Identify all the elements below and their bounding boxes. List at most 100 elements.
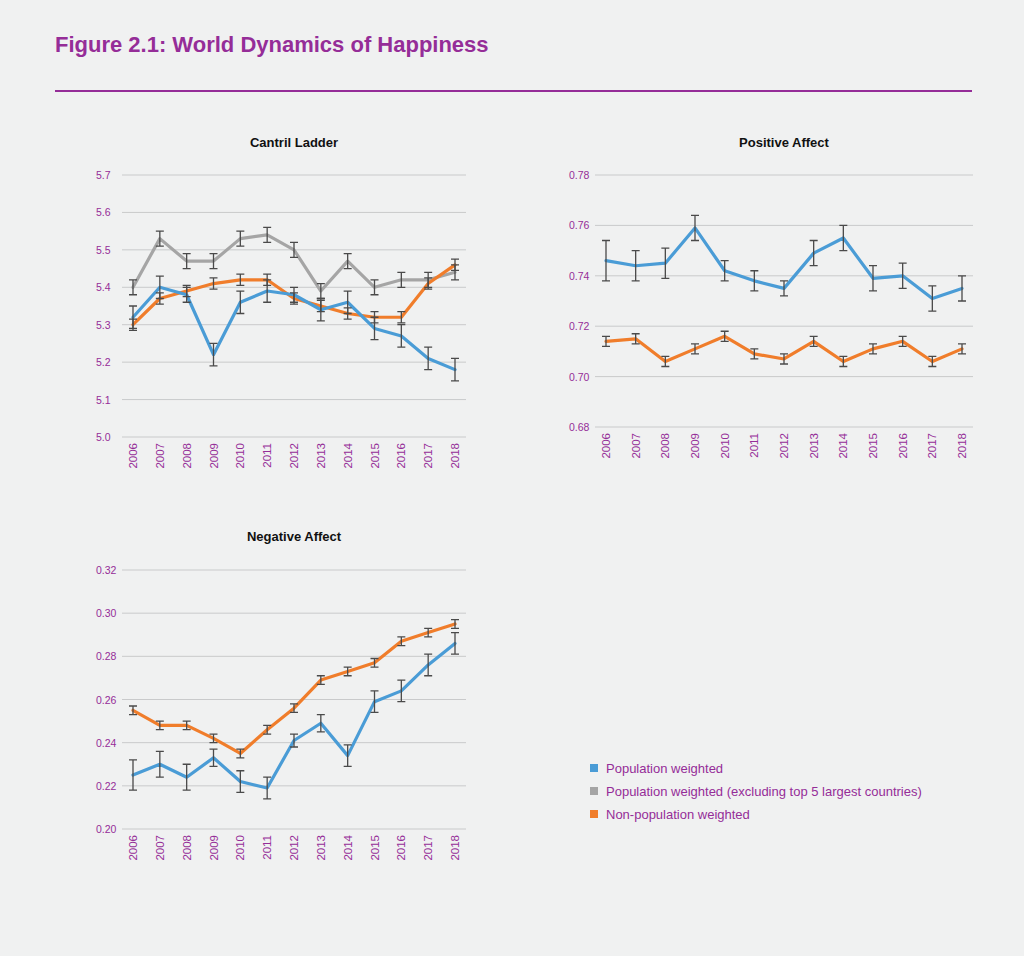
legend-label: Non-population weighted [606,807,750,822]
grid-line [122,785,466,786]
x-tick-label: 2006 [127,835,139,861]
error-bar [344,291,352,313]
error-bar [263,280,271,302]
error-bar [750,271,758,291]
grid-line [122,570,466,571]
y-tick-label: 5.3 [96,319,111,331]
error-bar [780,354,788,364]
y-tick-label: 5.1 [96,394,111,406]
error-bar [424,278,432,289]
error-bar [263,725,271,734]
error-bar [928,286,936,311]
error-bar [397,272,405,287]
grid-line [122,437,466,438]
x-tick-label: 2013 [808,433,820,459]
error-bar [129,280,137,295]
error-bar [344,667,352,676]
error-bar [899,263,907,288]
x-tick-label: 2013 [315,835,327,861]
y-tick-label: 0.70 [569,371,590,383]
error-bar [290,287,298,302]
error-bar [344,254,352,269]
error-bar [210,749,218,766]
error-bar [810,336,818,346]
x-tick-label: 2014 [342,442,354,468]
error-bar [397,680,405,702]
y-tick-label: 0.24 [96,737,117,749]
chart: Negative Affect0.200.220.240.260.280.300… [96,529,466,861]
x-tick-label: 2015 [369,835,381,861]
error-bar [602,241,610,281]
error-bar [183,764,191,790]
x-tick-label: 2017 [422,835,434,861]
error-bar [869,266,877,291]
error-bar [691,215,699,240]
error-bar [424,347,432,369]
x-tick-label: 2007 [630,433,642,459]
error-bar [661,248,669,278]
grid-line [595,326,973,327]
error-bar [958,344,966,354]
error-bar [236,274,244,285]
x-tick-label: 2009 [208,835,220,861]
y-tick-label: 0.32 [96,564,117,576]
legend-swatch [590,787,598,795]
error-bar [210,278,218,289]
error-bar [236,749,244,758]
error-bar [371,317,379,339]
error-bar [263,227,271,242]
series-line [133,624,455,754]
error-bar [156,276,164,298]
error-bar [839,225,847,250]
error-bar [691,344,699,354]
error-bar [869,344,877,354]
x-tick-label: 2006 [127,443,139,469]
y-tick-label: 5.2 [96,356,111,368]
legend-swatch [590,810,598,818]
error-bar [129,306,137,328]
error-bar [839,356,847,366]
error-bar [424,654,432,676]
y-tick-label: 5.4 [96,281,111,293]
x-tick-label: 2010 [234,835,246,861]
y-tick-label: 5.0 [96,431,111,443]
y-tick-label: 5.7 [96,169,111,181]
grid-line [122,613,466,614]
series-line [606,228,962,299]
x-tick-label: 2014 [342,834,354,860]
y-tick-label: 0.76 [569,219,590,231]
y-tick-label: 5.5 [96,244,111,256]
chart-title: Negative Affect [247,529,342,544]
x-tick-label: 2012 [778,433,790,459]
y-tick-label: 0.22 [96,780,117,792]
x-tick-label: 2008 [181,835,193,861]
x-tick-label: 2017 [422,443,434,469]
error-bar [397,325,405,347]
chart: Positive Affect0.680.700.720.740.760.782… [569,135,973,459]
x-tick-label: 2014 [837,432,849,458]
error-bar [156,751,164,777]
error-bar [290,734,298,747]
grid-line [595,175,973,176]
error-bar [183,721,191,730]
y-tick-label: 0.78 [569,169,590,181]
x-tick-label: 2012 [288,443,300,469]
y-tick-label: 0.72 [569,320,590,332]
grid-line [122,399,466,400]
y-tick-label: 0.30 [96,607,117,619]
x-tick-label: 2016 [395,835,407,861]
grid-line [122,324,466,325]
x-tick-label: 2010 [234,443,246,469]
legend-label: Population weighted [606,761,723,776]
grid-line [122,656,466,657]
error-bar [424,628,432,637]
x-tick-label: 2011 [261,835,273,860]
error-bar [317,715,325,732]
x-tick-label: 2011 [748,433,760,458]
series-line [133,643,455,788]
error-bar [210,734,218,743]
x-tick-label: 2011 [261,443,273,468]
error-bar [928,356,936,366]
error-bar [129,706,137,715]
x-tick-label: 2015 [369,443,381,469]
